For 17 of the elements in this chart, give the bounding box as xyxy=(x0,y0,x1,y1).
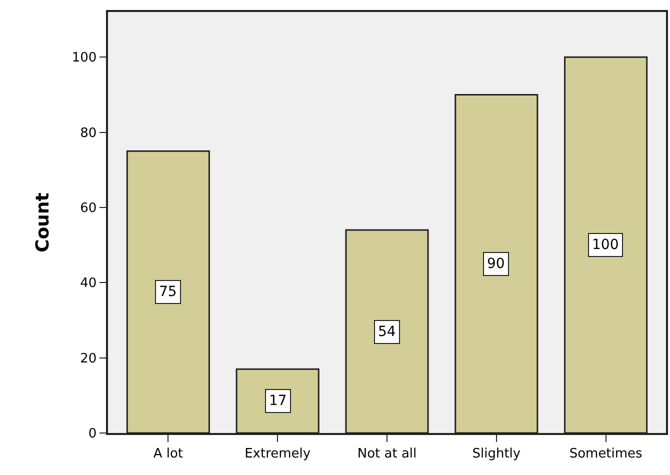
data-label: 17 xyxy=(269,393,287,409)
data-label: 75 xyxy=(159,284,177,300)
x-tick-label: Slightly xyxy=(472,446,521,462)
data-label: 90 xyxy=(487,256,505,272)
x-tick-label: Extremely xyxy=(244,446,311,462)
y-tick-label: 80 xyxy=(80,126,97,141)
y-tick-label: 100 xyxy=(72,50,97,66)
data-label: 54 xyxy=(378,324,396,340)
x-tick-label: A lot xyxy=(153,446,184,462)
x-tick-label: Sometimes xyxy=(569,446,643,462)
y-axis-title: Count xyxy=(32,192,54,252)
data-label: 100 xyxy=(592,237,619,253)
y-tick-label: 0 xyxy=(88,426,97,442)
y-tick-label: 60 xyxy=(80,201,97,216)
y-tick-label: 20 xyxy=(80,351,97,366)
x-tick-label: Not at all xyxy=(357,446,417,462)
y-tick-label: 40 xyxy=(80,276,97,292)
